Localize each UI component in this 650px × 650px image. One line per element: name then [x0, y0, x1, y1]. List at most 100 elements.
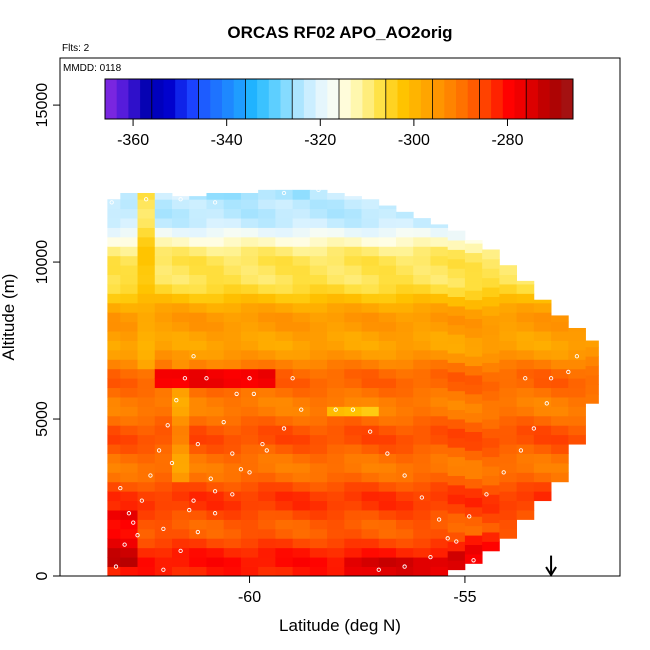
heatmap-cell — [464, 346, 483, 357]
heatmap-cell — [258, 566, 276, 577]
heatmap-cell — [464, 327, 483, 338]
heatmap-cell — [361, 415, 380, 426]
heatmap-cell — [482, 437, 500, 448]
heatmap-cell — [447, 381, 466, 392]
heatmap-cell — [107, 566, 121, 577]
heatmap-cell — [240, 208, 259, 219]
heatmap-cell — [240, 500, 259, 511]
heatmap-cell — [344, 415, 362, 426]
track-point — [161, 567, 166, 572]
heatmap-cell — [533, 397, 552, 407]
heatmap-cell — [516, 280, 535, 285]
heatmap-cell — [258, 312, 276, 323]
heatmap-cell — [275, 227, 294, 238]
heatmap-cell — [172, 359, 190, 370]
heatmap-cell — [107, 387, 121, 398]
heatmap-cell — [396, 321, 414, 332]
heatmap-cell — [482, 343, 500, 354]
heatmap-cell — [430, 528, 449, 539]
heatmap-cell — [464, 290, 483, 301]
heatmap-cell — [189, 378, 207, 389]
track-point — [454, 539, 459, 544]
heatmap-cell — [292, 302, 311, 313]
heatmap-cell — [223, 425, 242, 436]
heatmap-cell — [309, 387, 328, 398]
heatmap-cell — [361, 284, 380, 294]
heatmap-cell — [482, 249, 500, 260]
heatmap-cell — [206, 255, 225, 266]
track-point — [501, 470, 506, 475]
heatmap-cell — [378, 557, 397, 567]
heatmap-cell — [107, 255, 121, 266]
heatmap-cell — [206, 538, 225, 549]
heatmap-cell — [361, 208, 380, 219]
heatmap-cell — [172, 519, 190, 530]
heatmap-cell — [447, 268, 466, 279]
heatmap-cell — [309, 453, 328, 464]
heatmap-cell — [464, 365, 483, 376]
heatmap-cell — [258, 274, 276, 285]
heatmap-cell — [396, 349, 414, 360]
heatmap-cell — [430, 397, 449, 407]
heatmap-cell — [447, 466, 466, 476]
heatmap-cell — [172, 453, 190, 464]
heatmap-cell — [327, 321, 345, 332]
heatmap-cell — [206, 227, 225, 238]
heatmap-cell — [378, 547, 397, 558]
colorbar-segment — [561, 79, 574, 119]
heatmap-cell — [447, 541, 466, 552]
heatmap-cell — [292, 284, 311, 294]
heatmap-cell — [258, 246, 276, 257]
heatmap-cell — [240, 349, 259, 360]
heatmap-cell — [396, 293, 414, 304]
heatmap-cell — [378, 519, 397, 530]
heatmap-cell — [189, 510, 207, 520]
heatmap-cell — [378, 359, 397, 370]
heatmap-cell — [154, 192, 173, 200]
heatmap-cell — [189, 312, 207, 323]
heatmap-cell — [154, 547, 173, 558]
heatmap-cell — [107, 462, 121, 473]
heatmap-cell — [447, 447, 466, 458]
heatmap-cell — [292, 481, 311, 492]
heatmap-cell — [240, 218, 259, 228]
heatmap-cell — [309, 321, 328, 332]
heatmap-cell — [447, 277, 466, 288]
heatmap-cell — [309, 510, 328, 520]
heatmap-cell — [292, 227, 311, 238]
heatmap-cell — [189, 453, 207, 464]
heatmap-cell — [551, 349, 569, 360]
heatmap-cell — [120, 557, 138, 567]
track-point — [161, 526, 166, 532]
heatmap-cell — [206, 528, 225, 539]
heatmap-cell — [430, 500, 449, 511]
heatmap-cell — [516, 434, 535, 445]
heatmap-cell — [464, 271, 483, 282]
heatmap-cell — [447, 258, 466, 269]
heatmap-cell — [413, 444, 431, 454]
heatmap-cell — [464, 356, 483, 367]
heatmap-cell — [172, 199, 190, 210]
heatmap-cell — [378, 227, 397, 238]
track-point — [122, 542, 127, 547]
heatmap-cell — [137, 255, 156, 266]
heatmap-cell — [223, 331, 242, 341]
heatmap-cell — [107, 312, 121, 323]
heatmap-cell — [430, 415, 449, 426]
heatmap-cell — [378, 444, 397, 454]
track-point — [230, 492, 235, 497]
heatmap-cell — [499, 528, 518, 539]
heatmap-cell — [120, 218, 138, 228]
heatmap-cell — [240, 491, 259, 502]
heatmap-cell — [344, 340, 362, 351]
track-point — [247, 376, 252, 381]
heatmap-cell — [154, 557, 173, 567]
heatmap-cell — [137, 218, 156, 228]
colorbar-segment — [374, 79, 387, 119]
heatmap-cell — [223, 547, 242, 558]
heatmap-cell — [499, 321, 518, 332]
heatmap-cell — [275, 265, 294, 276]
colorbar-segment — [175, 79, 188, 119]
heatmap-cell — [292, 425, 311, 436]
heatmap-cell — [344, 359, 362, 370]
